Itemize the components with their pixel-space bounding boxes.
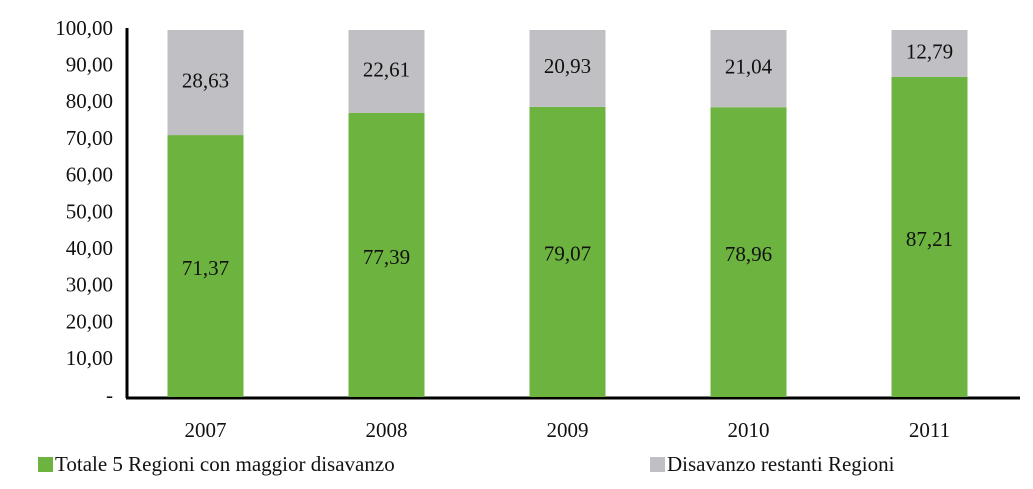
y-tick-label: 40,00 xyxy=(66,236,113,260)
y-tick-label: 30,00 xyxy=(66,273,113,297)
y-tick-label: 20,00 xyxy=(66,309,113,333)
y-tick-label: 70,00 xyxy=(66,126,113,150)
y-tick-label: 50,00 xyxy=(66,199,113,223)
x-tick-label: 2008 xyxy=(366,418,408,442)
data-label: 71,37 xyxy=(182,256,229,280)
bar-segment xyxy=(710,30,787,108)
bar-segment xyxy=(348,112,425,397)
data-label: 78,96 xyxy=(725,242,772,266)
y-tick-label: 80,00 xyxy=(66,89,113,113)
data-label: 22,61 xyxy=(363,57,410,81)
legend-label: Totale 5 Regioni con maggior disavanzo xyxy=(55,452,395,476)
bar-segment xyxy=(167,135,244,398)
data-label: 12,79 xyxy=(906,39,953,63)
legend-label: Disavanzo restanti Regioni xyxy=(667,452,895,476)
data-label: 79,07 xyxy=(544,242,591,266)
data-label: 87,21 xyxy=(906,227,953,251)
bar-segment xyxy=(710,107,787,397)
bar-segment xyxy=(167,30,244,136)
y-tick-label: 10,00 xyxy=(66,346,113,370)
bar-segment xyxy=(891,76,968,397)
data-label: 21,04 xyxy=(725,54,773,78)
y-tick-label: 60,00 xyxy=(66,163,113,187)
x-tick-label: 2011 xyxy=(909,418,950,442)
legend-swatch xyxy=(650,457,665,472)
data-label: 20,93 xyxy=(544,54,591,78)
x-tick-label: 2007 xyxy=(185,418,227,442)
bar-segment xyxy=(529,106,606,397)
y-tick-label: - xyxy=(106,383,113,407)
bar-segment xyxy=(529,30,606,107)
y-tick-label: 90,00 xyxy=(66,53,113,77)
data-label: 77,39 xyxy=(363,245,410,269)
y-tick-label: 100,00 xyxy=(55,16,113,40)
legend-swatch xyxy=(38,457,53,472)
data-label: 28,63 xyxy=(182,68,229,92)
bar-segment xyxy=(891,30,968,77)
x-tick-label: 2010 xyxy=(728,418,770,442)
bar-segment xyxy=(348,30,425,113)
x-tick-label: 2009 xyxy=(547,418,589,442)
